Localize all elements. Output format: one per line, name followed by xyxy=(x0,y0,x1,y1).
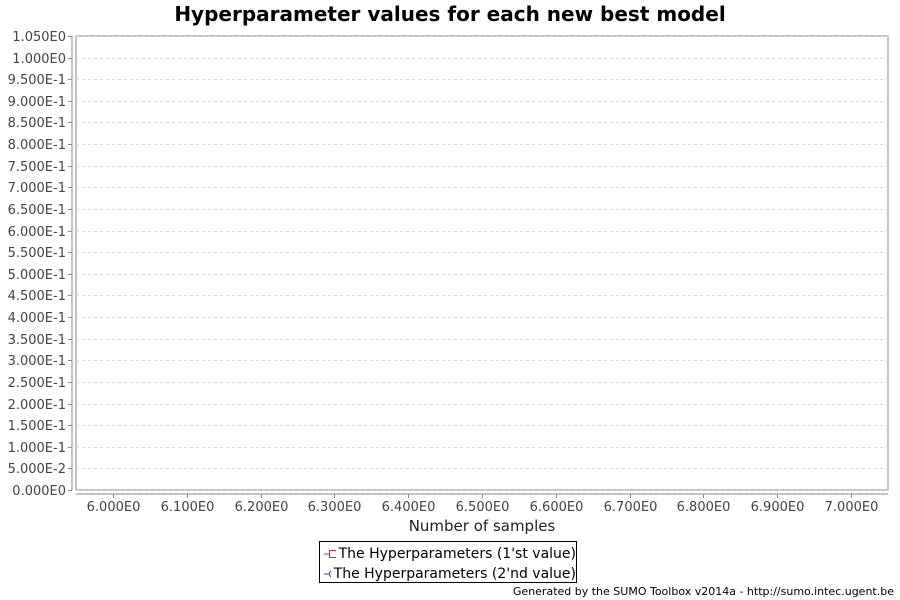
x-tick-label: 6.400E0 xyxy=(382,500,436,515)
legend-item: The Hyperparameters (1'st value) xyxy=(323,544,576,564)
y-tick-label: 1.000E-1 xyxy=(8,441,66,456)
x-tick-label: 6.800E0 xyxy=(677,500,731,515)
legend-label-series-2: The Hyperparameters (2'nd value) xyxy=(333,566,576,582)
y-tick-label: 8.000E-1 xyxy=(8,138,66,153)
x-tick-label: 6.600E0 xyxy=(530,500,584,515)
y-tick-label: 5.500E-1 xyxy=(8,246,66,261)
y-tick-label: 4.000E-1 xyxy=(8,311,66,326)
x-axis: 6.000E0 6.100E0 6.200E0 6.300E0 6.400E0 6.500… xyxy=(76,493,888,515)
circle-marker-icon xyxy=(324,570,331,578)
x-tick-label: 6.200E0 xyxy=(235,500,289,515)
legend-item: The Hyperparameters (2'nd value) xyxy=(323,564,576,584)
y-tick-label: 5.000E-2 xyxy=(8,462,66,477)
x-tick-label: 6.000E0 xyxy=(87,500,141,515)
y-tick-label: 8.500E-1 xyxy=(8,116,66,131)
x-tick-label: 6.900E0 xyxy=(751,500,805,515)
y-tick-label: 3.500E-1 xyxy=(8,333,66,348)
footer-credit: Generated by the SUMO Toolbox v2014a - h… xyxy=(512,585,894,598)
x-tick-label: 6.500E0 xyxy=(456,500,510,515)
y-tick-label: 7.000E-1 xyxy=(8,181,66,196)
y-tick-label: 6.000E-1 xyxy=(8,225,66,240)
y-axis: 0.000E0 5.000E-2 1.000E-1 1.500E-1 2.000E-1 2… xyxy=(8,30,73,499)
y-tick-label: 9.500E-1 xyxy=(8,73,66,88)
plot-area xyxy=(75,35,889,491)
y-tick-label: 3.000E-1 xyxy=(8,354,66,369)
y-tick-label: 2.500E-1 xyxy=(8,376,66,391)
y-tick-label: 9.000E-1 xyxy=(8,95,66,110)
legend: The Hyperparameters (1'st value) The Hyp… xyxy=(319,541,577,583)
y-tick-label: 2.000E-1 xyxy=(8,398,66,413)
legend-label-series-1: The Hyperparameters (1'st value) xyxy=(338,546,576,562)
x-axis-title: Number of samples xyxy=(409,517,556,535)
y-tick-label: 6.500E-1 xyxy=(8,203,66,218)
chart-title: Hyperparameter values for each new best … xyxy=(174,2,726,26)
x-tick-label: 6.100E0 xyxy=(161,500,215,515)
x-tick-label: 6.300E0 xyxy=(308,500,362,515)
square-marker-icon xyxy=(324,550,336,558)
y-tick-label: 4.500E-1 xyxy=(8,289,66,304)
y-tick-label: 1.050E0 xyxy=(12,30,66,45)
y-tick-label: 1.000E0 xyxy=(12,52,66,67)
x-tick-label: 6.700E0 xyxy=(604,500,658,515)
y-tick-label: 7.500E-1 xyxy=(8,160,66,175)
chart-plot: 0.000E0 5.000E-2 1.000E-1 1.500E-1 2.000E-1 2… xyxy=(8,30,889,535)
x-tick-label: 7.000E0 xyxy=(825,500,879,515)
y-tick-label: 0.000E0 xyxy=(12,484,66,499)
y-tick-label: 1.500E-1 xyxy=(8,419,66,434)
y-tick-label: 5.000E-1 xyxy=(8,268,66,283)
